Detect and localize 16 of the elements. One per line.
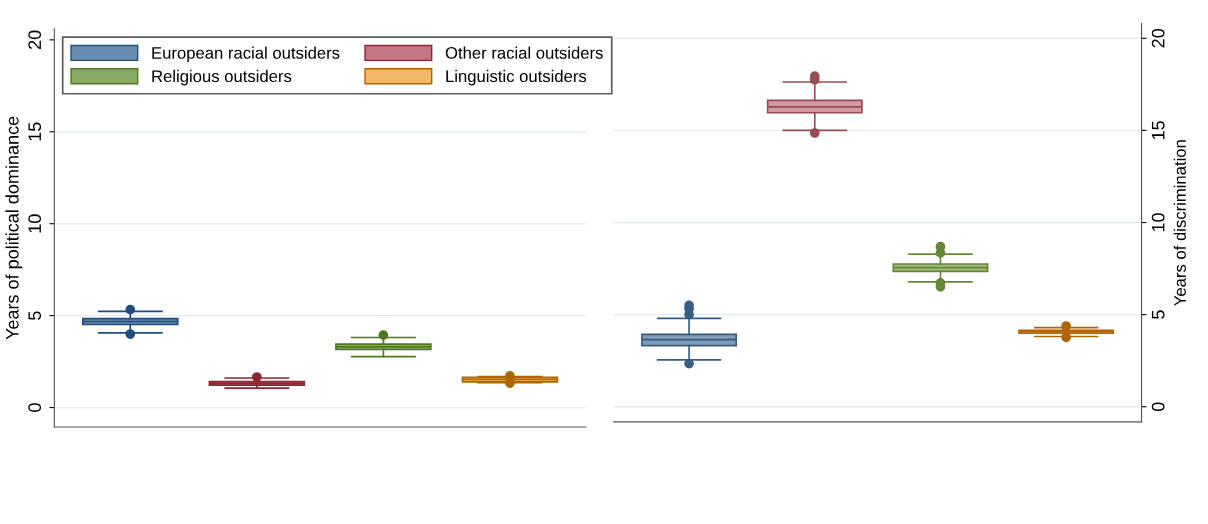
y2-tick-label: 20 [1151, 28, 1165, 48]
y2-tick-label: 5 [1151, 310, 1165, 319]
legend-label: European racial outsiders [152, 46, 340, 63]
legend-label: Religious outsiders [152, 69, 292, 86]
y-tick-label: 20 [28, 30, 42, 49]
y-tick-label: 15 [28, 122, 42, 141]
legend-label: Other racial outsiders [445, 46, 603, 59]
y-tick-label: 0 [28, 403, 42, 412]
y2-tick-label: 0 [1151, 402, 1165, 412]
legend-label: Linguistic outsiders [446, 69, 587, 86]
y2-axis-title: Years of discrimination [1173, 140, 1186, 306]
y-tick-label: 10 [28, 214, 42, 233]
y2-tick-label: 10 [1151, 213, 1165, 232]
y2-tick-label: 15 [1151, 121, 1165, 140]
y-tick-label: 5 [28, 311, 42, 320]
y-axis-title: Years of political dominance [5, 116, 23, 340]
